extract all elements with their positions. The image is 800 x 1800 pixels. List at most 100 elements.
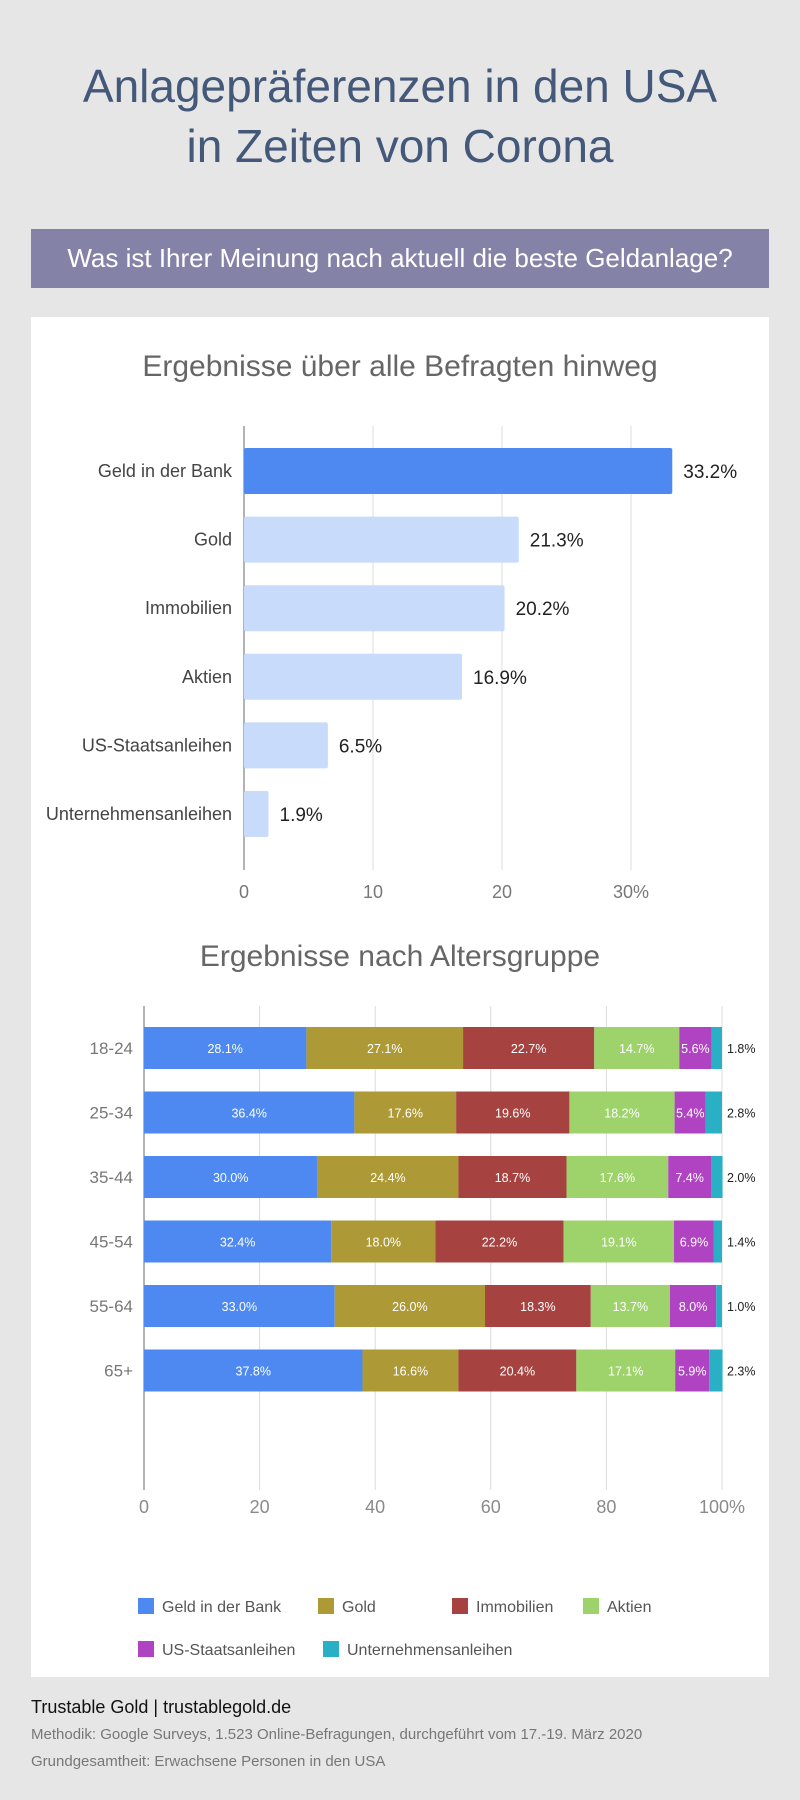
chart2-title: Ergebnisse nach Altersgruppe: [199, 940, 601, 973]
chart1-value-label: 16.9%: [473, 668, 527, 689]
chart2-segment: [668, 1156, 712, 1198]
chart1-bar: [244, 722, 328, 769]
chart2-segment: [711, 1027, 722, 1069]
chart2-segment: [144, 1156, 318, 1198]
chart2-segment: [144, 1349, 363, 1392]
chart2-segment: [362, 1349, 459, 1392]
chart2-segment-label: 17.1%: [608, 1365, 643, 1379]
footer-brand: Trustable Gold | trustablegold.de: [31, 1697, 292, 1717]
chart2-segment: [435, 1220, 564, 1263]
chart2-segment-label: 26.0%: [392, 1300, 427, 1314]
chart2-segment-label: 2.0%: [727, 1171, 756, 1185]
chart2-legend-label: Unternehmensanleihen: [347, 1642, 512, 1659]
chart2-legend-label: Geld in der Bank: [162, 1599, 282, 1616]
chart2-segment-label: 18.2%: [604, 1107, 639, 1121]
chart2-segment: [705, 1091, 722, 1134]
footer-method: Methodik: Google Surveys, 1.523 Online-B…: [31, 1726, 643, 1743]
chart2-category-label: 55-64: [90, 1297, 133, 1316]
chart2-category-label: 45-54: [90, 1233, 133, 1252]
chart2-segment: [317, 1156, 459, 1198]
chart2-segment-label: 33.0%: [222, 1300, 257, 1314]
chart1-bar: [244, 585, 505, 632]
chart2-legend-label: Aktien: [607, 1599, 651, 1616]
chart2-segment: [594, 1027, 680, 1069]
chart2-legend-swatch: [138, 1598, 154, 1614]
chart2-segment: [590, 1285, 670, 1327]
chart2-segment: [144, 1091, 355, 1134]
chart1-title: Ergebnisse über alle Befragten hinweg: [142, 350, 658, 383]
chart1-x-tick-label: 10: [363, 882, 383, 902]
chart2-segment-label: 2.8%: [727, 1107, 756, 1121]
chart2-segment: [711, 1156, 723, 1198]
chart2-category-label: 25-34: [90, 1104, 133, 1123]
chart2-x-tick-label: 40: [365, 1497, 385, 1517]
chart1-category-label: Unternehmensanleihen: [46, 804, 232, 824]
chart2-segment: [144, 1027, 307, 1069]
chart2-segment: [679, 1027, 712, 1069]
page-title-line-2: in Zeiten von Corona: [186, 120, 614, 172]
chart2-segment-label: 27.1%: [367, 1042, 402, 1056]
chart2-segment-label: 20.4%: [500, 1365, 535, 1379]
chart2-category-label: 18-24: [90, 1039, 133, 1058]
chart2-segment: [674, 1220, 714, 1263]
chart2-x-tick-label: 80: [596, 1497, 616, 1517]
chart2-segment: [563, 1220, 675, 1263]
chart2-segment-label: 37.8%: [236, 1365, 271, 1379]
chart2-x-tick-label: 60: [481, 1497, 501, 1517]
chart1-value-label: 1.9%: [280, 805, 323, 826]
chart2-segment: [566, 1156, 669, 1198]
chart2-segment: [675, 1349, 710, 1392]
footer-population: Grundgesamtheit: Erwachsene Personen in …: [31, 1753, 386, 1770]
chart1-category-label: Gold: [194, 530, 232, 550]
chart2-segment: [576, 1349, 676, 1392]
chart2-segment-label: 5.4%: [676, 1107, 705, 1121]
chart2-segment-label: 2.3%: [727, 1365, 756, 1379]
chart1-value-label: 21.3%: [530, 531, 584, 552]
chart2-segment-label: 22.2%: [482, 1236, 517, 1250]
chart2-segment-label: 1.0%: [727, 1300, 756, 1314]
chart2-legend-swatch: [452, 1598, 468, 1614]
chart2-segment: [458, 1349, 577, 1392]
chart1-x-tick-label: 30%: [613, 882, 649, 902]
chart2-segment-label: 16.6%: [393, 1365, 428, 1379]
chart2-legend-swatch: [138, 1641, 154, 1657]
chart2-segment-label: 13.7%: [613, 1300, 648, 1314]
chart2-legend-label: Immobilien: [476, 1599, 553, 1616]
chart2-segment: [334, 1285, 486, 1327]
chart2-x-tick-label: 0: [139, 1497, 149, 1517]
chart1-category-label: Immobilien: [145, 598, 232, 618]
chart2-segment: [458, 1156, 567, 1198]
chart1-value-label: 20.2%: [516, 599, 570, 620]
chart2-legend-label: Gold: [342, 1599, 376, 1616]
chart2-legend-swatch: [583, 1598, 599, 1614]
page-title-line-1: Anlagepräferenzen in den USA: [82, 60, 718, 112]
chart2-segment: [456, 1091, 570, 1134]
chart2-segment: [306, 1027, 464, 1069]
chart2-segment-label: 32.4%: [220, 1236, 255, 1250]
chart2-segment: [331, 1220, 436, 1263]
chart2-segment-label: 28.1%: [207, 1042, 242, 1056]
question-banner: Was ist Ihrer Meinung nach aktuell die b…: [31, 229, 769, 288]
chart2-by-age: 0 20 40 60 80 100% 18-24 28.1% 27.1% 22.7% 14.7% 5.…: [90, 1006, 756, 1659]
chart2-segment-label: 6.9%: [680, 1236, 709, 1250]
chart2-segment-label: 8.0%: [679, 1300, 708, 1314]
chart1-bar: [244, 516, 519, 563]
chart2-segment-label: 18.3%: [520, 1300, 555, 1314]
chart1-value-label: 6.5%: [339, 736, 382, 757]
chart1-bar: [244, 448, 673, 494]
chart2-segment: [485, 1285, 591, 1327]
chart2-category-label: 35-44: [90, 1168, 133, 1187]
chart2-segment-label: 14.7%: [619, 1042, 654, 1056]
chart2-segment-label: 18.7%: [495, 1171, 530, 1185]
page-title: Anlagepräferenzen in den USA in Zeiten v…: [0, 56, 800, 176]
chart2-segment: [669, 1285, 717, 1327]
chart2-segment-label: 7.4%: [675, 1171, 704, 1185]
chart2-legend-label: US-Staatsanleihen: [162, 1642, 295, 1659]
chart2-segment-label: 17.6%: [388, 1107, 423, 1121]
chart2-legend-swatch: [318, 1598, 334, 1614]
chart2-segment-label: 5.6%: [681, 1042, 710, 1056]
chart1-x-tick-label: 0: [239, 882, 249, 902]
chart1-category-label: Aktien: [182, 667, 232, 687]
chart1-x-tick-label: 20: [492, 882, 512, 902]
chart2-segment-label: 22.7%: [511, 1042, 546, 1056]
